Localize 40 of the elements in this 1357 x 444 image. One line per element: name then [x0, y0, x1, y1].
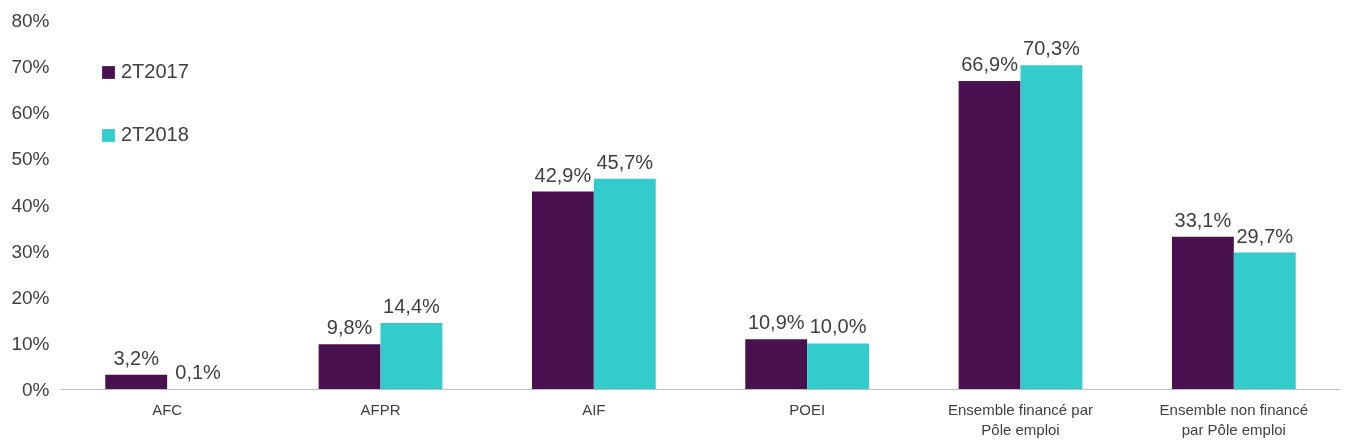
bar	[807, 343, 870, 390]
y-tick-label: 70%	[11, 56, 50, 78]
data-label: 42,9%	[534, 163, 592, 186]
x-tick-label: AFPR	[360, 400, 401, 418]
data-label: 33,1%	[1174, 208, 1232, 231]
x-tick-label: AIF	[582, 400, 606, 418]
data-label: 3,2%	[113, 346, 160, 369]
legend-label: 2T2017	[121, 60, 189, 83]
y-tick-label: 20%	[11, 286, 50, 308]
bar	[1233, 252, 1296, 390]
x-tick-label: POEI	[789, 400, 826, 418]
data-label: 14,4%	[383, 295, 440, 318]
y-tick-label: 50%	[11, 148, 50, 170]
bar	[958, 80, 1021, 390]
x-tick-label: AFC	[152, 400, 183, 418]
data-label: 45,7%	[596, 150, 654, 173]
legend-label: 2T2018	[121, 123, 189, 146]
y-tick-label: 80%	[11, 10, 50, 31]
bar	[745, 339, 808, 390]
data-label: 70,3%	[1023, 37, 1080, 60]
bar	[1171, 236, 1234, 390]
data-label: 29,7%	[1236, 224, 1294, 247]
y-tick-label: 0%	[22, 379, 50, 400]
bar	[1020, 65, 1083, 390]
bar	[531, 191, 594, 390]
bar	[318, 344, 381, 390]
x-tick-label: Ensemble financé par Pôle emploi	[947, 400, 1094, 438]
data-label: 0,1%	[175, 361, 222, 384]
x-tick-label: Ensemble non financé par Pôle emploi	[1159, 400, 1309, 438]
bar	[105, 374, 168, 390]
data-label: 10,0%	[809, 315, 867, 338]
y-tick-label: 10%	[11, 332, 50, 354]
y-tick-label: 60%	[11, 102, 50, 124]
y-tick-label: 40%	[11, 194, 50, 216]
data-label: 10,9%	[747, 311, 805, 334]
bar	[380, 323, 443, 390]
data-label: 66,9%	[961, 52, 1019, 75]
bar	[593, 178, 656, 390]
y-tick-label: 30%	[11, 240, 50, 262]
data-label: 9,8%	[326, 316, 373, 339]
